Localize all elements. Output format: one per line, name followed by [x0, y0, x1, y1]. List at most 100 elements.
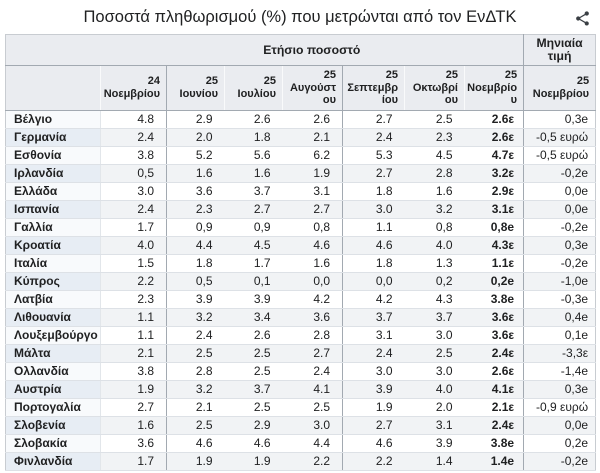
annual-value-cell: 2.8: [166, 362, 225, 381]
annual-value-cell: 2.9: [224, 416, 283, 435]
table-row: Λουξεμβούργο 1.1 2.4 2.6 2.8 3.1 3.0 3.6ε 0,1e: [5, 326, 596, 345]
annual-value-cell: 2.5: [224, 344, 283, 363]
annual-value-cell: 3.8: [100, 146, 167, 165]
annual-value-cell: 2.4: [342, 128, 405, 147]
annual-value-cell: 1.9: [282, 164, 343, 183]
annual-value-cell: 3.0: [342, 200, 405, 219]
annual-value-cell: 2.7: [342, 110, 405, 129]
table-row: Σλοβενία 1.6 2.5 2.9 3.0 2.7 3.1 2.4ε 0,0e: [5, 416, 596, 435]
annual-value-cell: 1.9: [224, 452, 283, 471]
annual-value-cell: 0,5: [100, 164, 167, 183]
annual-value-cell: 3.0: [100, 182, 167, 201]
annual-value-cell: 2.2: [100, 272, 167, 291]
monthly-value-cell: 0,3e: [523, 236, 596, 255]
annual-value-cell: 1.7: [100, 218, 167, 237]
table-row: Ισπανία 2.4 2.3 2.7 2.7 3.0 3.2 3.1ε 0,0e: [5, 200, 596, 219]
annual-value-cell: 2.6: [224, 110, 283, 129]
table-row: Σλοβακία 3.6 4.6 4.6 4.4 4.6 3.9 3.8e 0,2e: [5, 434, 596, 453]
column-header: 25 Οκτωβρίου: [404, 65, 465, 111]
monthly-value-cell: 0,0e: [523, 416, 596, 435]
annual-value-cell: 1.1: [342, 218, 405, 237]
country-cell: Εσθονία: [5, 146, 101, 165]
annual-value-cell: 5.2: [166, 146, 225, 165]
annual-value-cell: 4.6: [282, 236, 343, 255]
column-header: 25 Νοεμβρίου: [523, 65, 596, 111]
monthly-value-cell: -0,2e: [523, 164, 596, 183]
annual-value-cell: 2.8: [404, 164, 465, 183]
annual-value-cell: 2.9ε: [464, 182, 525, 201]
annual-value-cell: 0,2e: [464, 272, 525, 291]
annual-value-cell: 2.4: [282, 362, 343, 381]
monthly-value-cell: 0,3e: [523, 110, 596, 129]
annual-value-cell: 4.7ε: [464, 146, 525, 165]
table-row: Ολλανδία 3.8 2.8 2.5 2.4 3.0 3.0 2.6ε -1,4e: [5, 362, 596, 381]
annual-value-cell: 2.4: [166, 326, 225, 345]
country-cell: Ιταλία: [5, 254, 101, 273]
annual-value-cell: 3.6: [100, 434, 167, 453]
annual-value-cell: 3.7: [224, 182, 283, 201]
annual-value-cell: 3.8e: [464, 290, 525, 309]
annual-value-cell: 4.8: [100, 110, 167, 129]
annual-value-cell: 2.5: [166, 344, 225, 363]
table-row: Αυστρία 1.9 3.2 3.7 4.1 3.9 4.0 4.1ε 0,3e: [5, 380, 596, 399]
country-cell: Κύπρος: [5, 272, 101, 291]
country-cell: Λιθουανία: [5, 308, 101, 327]
inflation-table: Ετήσιο ποσοστό Μηνιαία τιμή 24 Νοεμβρίου 2…: [5, 34, 597, 471]
monthly-value-cell: -0,5 ευρώ: [523, 128, 596, 147]
annual-value-cell: 4.4: [282, 434, 343, 453]
annual-value-cell: 4.5: [224, 236, 283, 255]
annual-value-cell: 2.6ε: [464, 110, 525, 129]
annual-value-cell: 2.5: [224, 362, 283, 381]
annual-value-cell: 2.1: [100, 344, 167, 363]
annual-value-cell: 4.3ε: [464, 236, 525, 255]
annual-value-cell: 1.6: [282, 254, 343, 273]
table-row: Ελλάδα 3.0 3.6 3.7 3.1 1.8 1.6 2.9ε 0,0e: [5, 182, 596, 201]
annual-value-cell: 2.4ε: [464, 416, 525, 435]
annual-value-cell: 5.6: [224, 146, 283, 165]
annual-value-cell: 4.2: [342, 290, 405, 309]
annual-value-cell: 3.2ε: [464, 164, 525, 183]
monthly-value-cell: -3,3ε: [523, 344, 596, 363]
annual-value-cell: 3.0: [282, 416, 343, 435]
annual-value-cell: 1.7: [224, 254, 283, 273]
monthly-value-cell: -1,0e: [523, 272, 596, 291]
table-header: Ετήσιο ποσοστό Μηνιαία τιμή 24 Νοεμβρίου 2…: [5, 34, 596, 111]
annual-value-cell: 3.6ε: [464, 308, 525, 327]
annual-value-cell: 0,0: [342, 272, 405, 291]
annual-value-cell: 2.8: [282, 326, 343, 345]
annual-value-cell: 3.2: [166, 380, 225, 399]
annual-value-cell: 1.1: [100, 326, 167, 345]
column-header: 25 Ιουνίου: [166, 65, 225, 111]
annual-value-cell: 1.8: [342, 182, 405, 201]
annual-value-cell: 4.1ε: [464, 380, 525, 399]
annual-value-cell: 1.5: [100, 254, 167, 273]
annual-value-cell: 2.7: [282, 200, 343, 219]
country-cell: Φινλανδία: [5, 452, 101, 471]
monthly-value-cell: 0,0e: [523, 182, 596, 201]
table-row: Λατβία 2.3 3.9 3.9 4.2 4.2 4.3 3.8e -0,3e: [5, 290, 596, 309]
table-row: Ιταλία 1.5 1.8 1.7 1.6 1.8 1.3 1.1ε -0,2e: [5, 254, 596, 273]
table-row: Γερμανία 2.4 2.0 1.8 2.1 2.4 2.3 2.6ε -0,5 ευρώ: [5, 128, 596, 147]
annual-value-cell: 3.6: [166, 182, 225, 201]
annual-value-cell: 3.7: [404, 308, 465, 327]
title-row: Ποσοστά πληθωρισμού (%) που μετρώνται απ…: [5, 4, 595, 34]
annual-value-cell: 2.6ε: [464, 362, 525, 381]
annual-value-cell: 0,1: [224, 272, 283, 291]
table-row: Εσθονία 3.8 5.2 5.6 6.2 5.3 4.5 4.7ε -0,5 ευρώ: [5, 146, 596, 165]
annual-value-cell: 2.7: [342, 164, 405, 183]
annual-value-cell: 2.4: [342, 344, 405, 363]
country-cell: Σλοβακία: [5, 434, 101, 453]
share-button[interactable]: [572, 8, 593, 29]
annual-value-cell: 3.2: [166, 308, 225, 327]
country-cell: Γαλλία: [5, 218, 101, 237]
annual-value-cell: 2.9: [166, 110, 225, 129]
annual-value-cell: 1.6: [404, 182, 465, 201]
annual-value-cell: 6.2: [282, 146, 343, 165]
annual-value-cell: 0,8e: [464, 218, 525, 237]
annual-value-cell: 2.5: [404, 344, 465, 363]
annual-value-cell: 3.9: [342, 380, 405, 399]
corner-cell: [5, 34, 101, 66]
annual-value-cell: 4.6: [224, 434, 283, 453]
annual-value-cell: 1.6: [224, 164, 283, 183]
